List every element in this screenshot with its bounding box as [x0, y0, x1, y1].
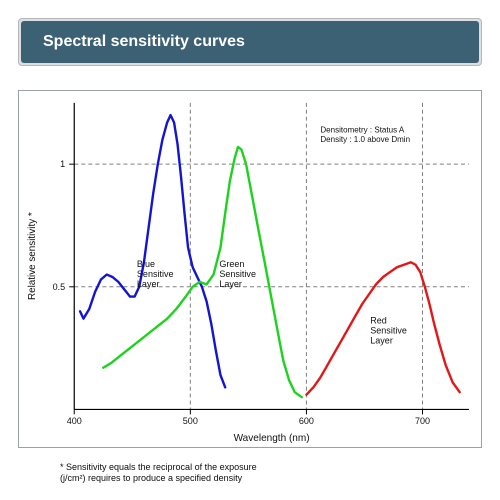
svg-text:Green: Green — [219, 259, 244, 269]
svg-text:600: 600 — [299, 416, 314, 426]
footnote: * Sensitivity equals the reciprocal of t… — [60, 462, 257, 485]
page-title: Spectral sensitivity curves — [21, 21, 479, 63]
svg-text:Sensitive: Sensitive — [370, 326, 407, 336]
svg-text:Layer: Layer — [370, 335, 393, 345]
svg-text:Sensitive: Sensitive — [137, 269, 174, 279]
svg-text:Red: Red — [370, 316, 387, 326]
spectral-chart: 400 500 600 700 0.5 1 Wavelength (nm) Relative … — [18, 90, 482, 448]
svg-text:700: 700 — [415, 416, 430, 426]
svg-text:Wavelength (nm): Wavelength (nm) — [234, 433, 310, 444]
svg-text:Relative sensitivity *: Relative sensitivity * — [27, 212, 38, 300]
svg-text:400: 400 — [67, 416, 82, 426]
title-outer: Spectral sensitivity curves — [18, 18, 482, 66]
svg-text:Density : 1.0 above: Density : 1.0 above Dmin — [320, 135, 410, 144]
svg-text:1: 1 — [60, 159, 65, 169]
svg-text:Layer: Layer — [219, 279, 242, 289]
svg-text:Layer: Layer — [137, 279, 160, 289]
svg-text:Densitometry : Status A: Densitometry : Status A — [320, 125, 405, 134]
svg-text:500: 500 — [183, 416, 198, 426]
svg-text:Sensitive: Sensitive — [219, 269, 256, 279]
svg-text:Blue: Blue — [137, 259, 155, 269]
svg-text:0.5: 0.5 — [53, 282, 66, 292]
